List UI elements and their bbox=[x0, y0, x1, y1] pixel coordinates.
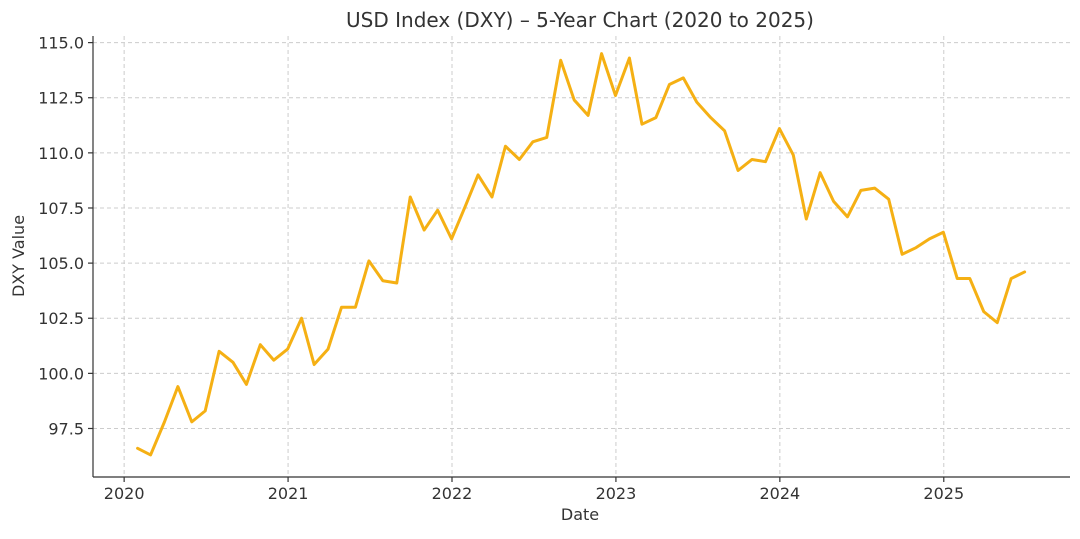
y-tick-label: 112.5 bbox=[38, 89, 84, 108]
chart-title: USD Index (DXY) – 5-Year Chart (2020 to … bbox=[346, 8, 814, 32]
x-tick-label: 2020 bbox=[104, 484, 145, 503]
x-tick-label: 2022 bbox=[432, 484, 473, 503]
y-axis-label: DXY Value bbox=[9, 215, 28, 297]
x-tick-label: 2024 bbox=[759, 484, 800, 503]
y-tick-label: 105.0 bbox=[38, 254, 84, 273]
x-axis-label: Date bbox=[561, 505, 599, 524]
x-tick-label: 2025 bbox=[923, 484, 964, 503]
series bbox=[138, 54, 1025, 455]
ticks: 97.5 100.0 102.5 105.0 107.5 110.0 112.5 115.0 2… bbox=[38, 34, 964, 503]
y-tick-label: 100.0 bbox=[38, 364, 84, 383]
dxy-series-line bbox=[138, 54, 1025, 455]
y-tick-label: 102.5 bbox=[38, 309, 84, 328]
grid bbox=[93, 36, 1070, 477]
x-tick-label: 2021 bbox=[268, 484, 309, 503]
x-tick-label: 2023 bbox=[596, 484, 637, 503]
y-tick-label: 97.5 bbox=[48, 419, 84, 438]
y-tick-label: 110.0 bbox=[38, 144, 84, 163]
y-tick-label: 115.0 bbox=[38, 34, 84, 53]
axes bbox=[93, 36, 1070, 477]
y-tick-label: 107.5 bbox=[38, 199, 84, 218]
